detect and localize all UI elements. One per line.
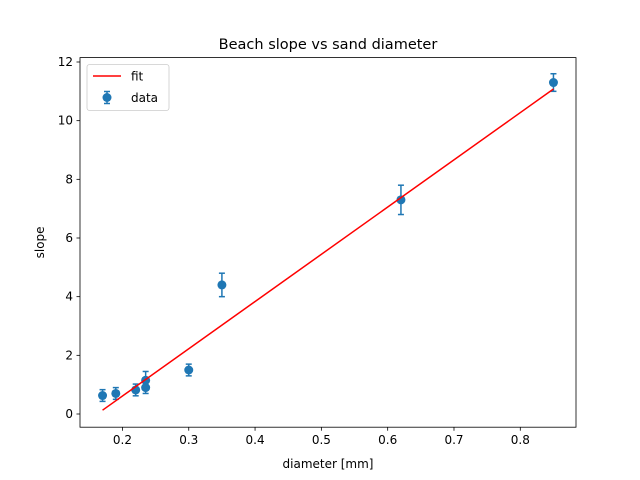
y-tick-label: 0 — [65, 407, 73, 421]
data-point — [141, 383, 151, 393]
legend-data-marker — [102, 93, 112, 102]
y-tick-label: 6 — [65, 231, 73, 245]
data-point — [98, 391, 108, 401]
axis-ticks: 0.2 0.3 0.4 0.5 0.6 0.7 0.8 0 2 4 6 8 10 12 — [58, 55, 530, 447]
legend-fit-label: fit — [131, 70, 144, 84]
fit-line — [102, 88, 554, 411]
data-point — [396, 195, 406, 205]
legend: fit data — [86, 64, 170, 111]
axes-frame — [79, 57, 577, 428]
legend-data-label: data — [131, 91, 158, 105]
data-point — [111, 388, 121, 398]
y-tick-label: 12 — [58, 55, 73, 69]
x-tick-label: 0.4 — [246, 433, 265, 447]
x-tick-label: 0.6 — [378, 433, 397, 447]
x-tick-label: 0.3 — [179, 433, 198, 447]
data-point — [217, 280, 227, 290]
plot-area — [98, 72, 558, 411]
data-point — [184, 365, 194, 375]
chart-title: Beach slope vs sand diameter — [219, 37, 438, 53]
x-tick-label: 0.8 — [511, 433, 530, 447]
y-tick-label: 8 — [65, 172, 73, 186]
y-tick-label: 2 — [65, 348, 73, 362]
x-tick-label: 0.7 — [444, 433, 463, 447]
x-tick-label: 0.2 — [113, 433, 132, 447]
x-axis-label: diameter [mm] — [283, 457, 374, 471]
data-point — [548, 78, 558, 88]
y-axis-label: slope — [33, 226, 47, 258]
y-tick-label: 4 — [65, 290, 73, 304]
y-tick-label: 10 — [58, 114, 73, 128]
x-tick-label: 0.5 — [312, 433, 331, 447]
